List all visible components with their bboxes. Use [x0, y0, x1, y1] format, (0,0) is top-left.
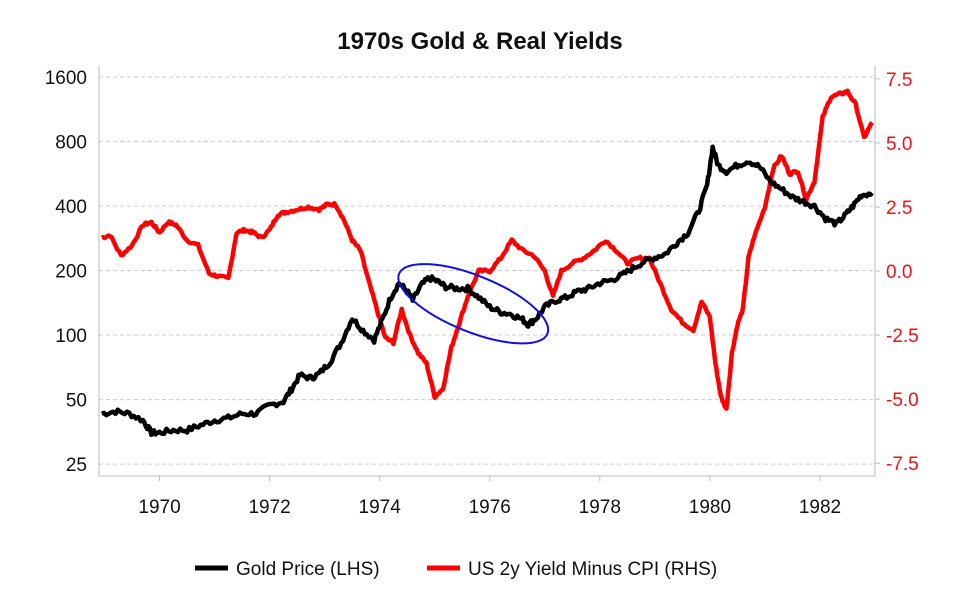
left-axis-ticks: 25 50 100 200 400 800 1600	[45, 68, 87, 476]
x-axis-ticks: 1970 1972 1974 1976 1978 1980 1982	[138, 476, 841, 518]
right-axis-ticks: 7.5 5.0 2.5 0.0 -2.5 -5.0 -7.5	[875, 70, 919, 475]
x-tick-label: 1974	[359, 497, 402, 518]
legend: Gold Price (LHS) US 2y Yield Minus CPI (…	[195, 559, 717, 580]
series-real-yield-line	[100, 88, 874, 411]
highlight-ellipse	[397, 263, 550, 345]
left-tick-label: 800	[55, 132, 87, 153]
right-tick-label: 5.0	[886, 134, 912, 155]
x-tick-label: 1980	[689, 497, 731, 518]
annotation-layer	[397, 263, 550, 345]
x-tick-label: 1978	[579, 497, 621, 518]
legend-label-real-yield: US 2y Yield Minus CPI (RHS)	[468, 559, 717, 580]
left-tick-label: 200	[55, 262, 87, 283]
right-tick-label: -7.5	[886, 454, 919, 475]
right-tick-label: 7.5	[886, 70, 912, 91]
chart-title: 1970s Gold & Real Yields	[337, 28, 622, 55]
left-tick-label: 100	[55, 326, 87, 347]
right-tick-label: -5.0	[886, 390, 919, 411]
right-tick-label: 2.5	[886, 198, 912, 219]
x-tick-label: 1972	[248, 497, 290, 518]
left-tick-label: 1600	[45, 68, 87, 89]
left-tick-label: 25	[66, 455, 87, 476]
x-tick-label: 1970	[138, 497, 180, 518]
series-layer	[100, 88, 874, 438]
series-gold-line	[101, 144, 874, 438]
right-tick-label: -2.5	[886, 326, 919, 347]
x-tick-label: 1982	[799, 497, 841, 518]
left-tick-label: 400	[55, 197, 87, 218]
x-tick-label: 1976	[469, 497, 511, 518]
left-tick-label: 50	[66, 391, 87, 412]
legend-label-gold: Gold Price (LHS)	[236, 559, 380, 580]
right-tick-label: 0.0	[886, 262, 912, 283]
